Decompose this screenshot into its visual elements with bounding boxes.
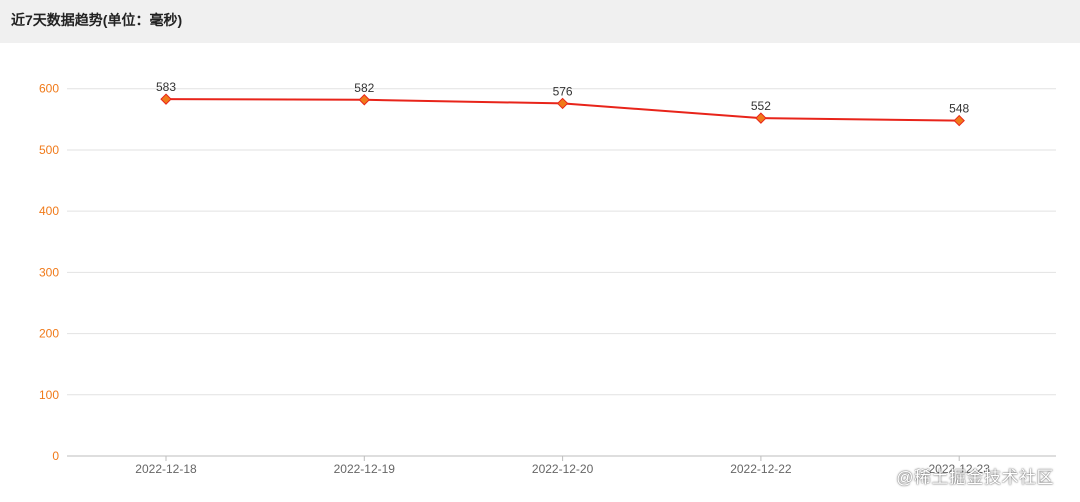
y-tick-label: 0 (52, 449, 59, 463)
x-tick-label: 2022-12-23 (929, 462, 991, 476)
x-tick-label: 2022-12-19 (334, 462, 396, 476)
x-tick-label: 2022-12-22 (730, 462, 792, 476)
y-tick-label: 300 (39, 265, 59, 279)
data-point (556, 97, 569, 110)
data-label: 548 (949, 102, 969, 116)
y-tick-label: 500 (39, 143, 59, 157)
chart-header: 近7天数据趋势(单位：毫秒) (0, 0, 1080, 43)
watermark-text: @稀土掘金技术社区 (896, 468, 1054, 487)
data-label: 576 (553, 84, 573, 98)
data-point (755, 112, 767, 124)
data-point (953, 114, 965, 127)
y-tick-label: 600 (39, 82, 59, 96)
chart-title: 近7天数据趋势(单位：毫秒) (11, 12, 183, 28)
y-tick-label: 100 (39, 388, 59, 402)
data-point (160, 93, 172, 105)
data-label: 552 (751, 99, 771, 113)
x-tick-label: 2022-12-18 (135, 462, 197, 476)
x-axis: 2022-12-18 2022-12-19 2022-12-20 2022-12-22… (67, 455, 1056, 476)
y-axis: 0 100 200 300 400 500 600 (39, 82, 59, 463)
data-label: 582 (354, 81, 374, 95)
y-tick-label: 400 (39, 204, 59, 218)
grid-lines (67, 88, 1056, 396)
series-layer: 583 582 576 552 548 (156, 80, 970, 127)
y-tick-label: 200 (39, 327, 59, 341)
x-tick-label: 2022-12-20 (532, 462, 594, 476)
data-label: 583 (156, 80, 176, 94)
data-point (358, 94, 371, 106)
